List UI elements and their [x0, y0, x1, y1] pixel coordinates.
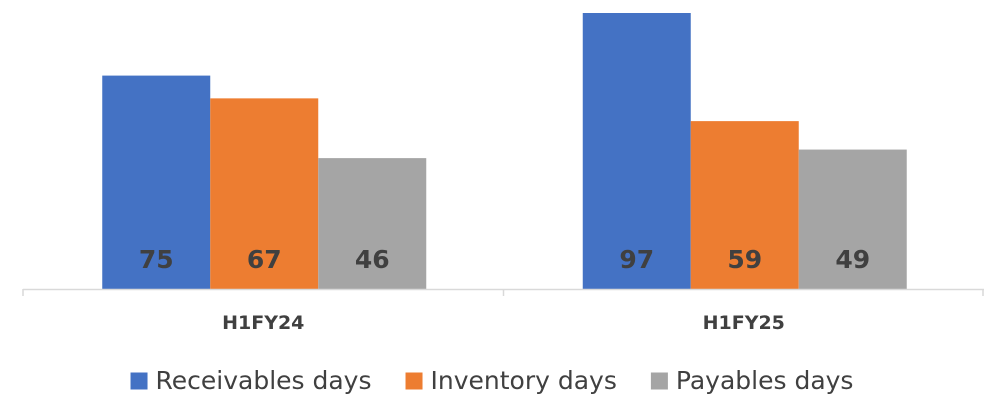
bar-receivables-days-h1fy25 — [582, 13, 691, 289]
category-label-h1fy25: H1FY25 — [703, 312, 785, 334]
bars-layer — [102, 13, 907, 290]
bar-inventory-days-h1fy25 — [690, 121, 799, 289]
legend-label: Payables days — [676, 366, 854, 395]
legend-swatch — [650, 372, 668, 390]
category-label-h1fy24: H1FY24 — [222, 312, 304, 334]
data-label-inventory-days-h1fy25: 59 — [727, 245, 762, 274]
data-label-receivables-days-h1fy24: 75 — [139, 245, 174, 274]
legend-label: Receivables days — [156, 366, 372, 395]
bar-payables-days-h1fy24 — [318, 158, 427, 289]
bar-payables-days-h1fy25 — [798, 149, 907, 289]
data-label-payables-days-h1fy24: 46 — [355, 245, 390, 274]
legend-swatch — [130, 372, 148, 390]
legend-item-inventory-days: Inventory days — [405, 366, 617, 395]
x-axis: H1FY24 H1FY25 — [22, 288, 984, 334]
legend-swatch — [405, 372, 423, 390]
bar-receivables-days-h1fy24 — [102, 75, 211, 290]
data-label-payables-days-h1fy25: 49 — [835, 245, 870, 274]
data-label-receivables-days-h1fy25: 97 — [619, 245, 654, 274]
data-labels: 75 67 46 97 59 49 — [139, 245, 870, 274]
legend-label: Inventory days — [431, 366, 617, 395]
bar-inventory-days-h1fy24 — [210, 98, 319, 289]
legend: Receivables days Inventory days Payables d… — [130, 366, 854, 395]
legend-item-receivables-days: Receivables days — [130, 366, 372, 395]
legend-item-payables-days: Payables days — [650, 366, 854, 395]
data-label-inventory-days-h1fy24: 67 — [247, 245, 282, 274]
